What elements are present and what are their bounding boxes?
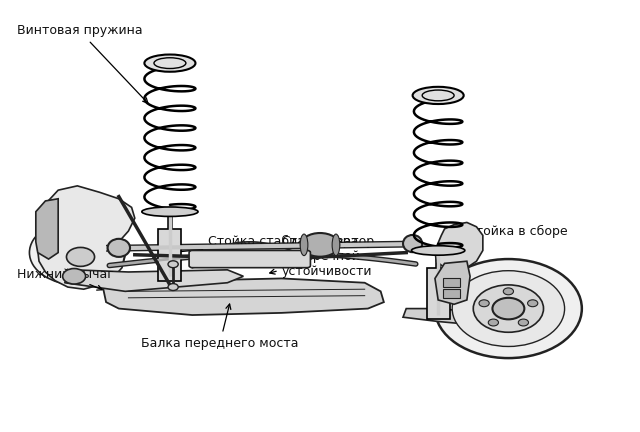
Ellipse shape [332,234,340,256]
Text: Балка переднего моста: Балка переднего моста [141,304,299,349]
Bar [427,268,450,319]
Circle shape [503,288,513,295]
Circle shape [518,319,529,326]
Ellipse shape [142,207,198,216]
Circle shape [67,248,95,267]
Polygon shape [65,270,243,291]
Ellipse shape [413,87,464,104]
Circle shape [527,300,538,307]
Polygon shape [435,222,483,270]
Bar [443,279,461,287]
Polygon shape [103,279,384,315]
Circle shape [63,269,86,284]
Circle shape [435,259,582,358]
Ellipse shape [108,239,130,257]
Circle shape [452,271,564,346]
Ellipse shape [412,246,465,255]
Text: Винтовая пружина: Винтовая пружина [17,24,148,103]
Polygon shape [36,199,58,259]
Text: Стабилизатор
поперечной
устойчивости: Стабилизатор поперечной устойчивости [269,235,375,279]
Ellipse shape [403,235,422,252]
Circle shape [492,298,524,319]
Circle shape [488,319,499,326]
Bar [159,229,181,281]
Circle shape [168,283,178,290]
Bar [443,289,461,298]
Circle shape [479,300,489,307]
Ellipse shape [301,233,339,257]
FancyBboxPatch shape [189,251,310,268]
Ellipse shape [300,234,308,256]
Circle shape [473,285,543,332]
Ellipse shape [145,54,195,72]
Text: Стойка стабилизатора: Стойка стабилизатора [174,235,358,254]
Text: Нижний рычаг: Нижний рычаг [17,268,113,290]
Circle shape [168,261,178,268]
Polygon shape [38,186,135,289]
Polygon shape [403,308,511,328]
Polygon shape [435,261,470,304]
Text: Стойка в сборе: Стойка в сборе [452,225,568,245]
